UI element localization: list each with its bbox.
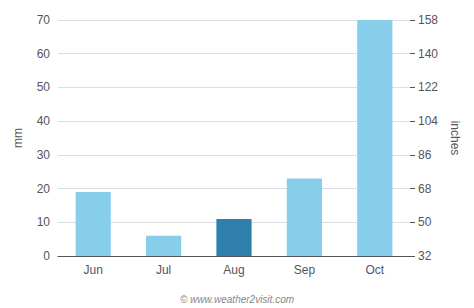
- svg-text:© www.weather2visit.com: © www.weather2visit.com: [180, 294, 294, 305]
- svg-text:30: 30: [37, 148, 51, 162]
- svg-text:70: 70: [37, 13, 51, 27]
- svg-text:60: 60: [37, 47, 51, 61]
- svg-text:122: 122: [418, 80, 438, 94]
- svg-text:50: 50: [37, 80, 51, 94]
- svg-text:mm: mm: [11, 128, 25, 148]
- svg-text:10: 10: [37, 215, 51, 229]
- svg-text:104: 104: [418, 114, 438, 128]
- svg-text:Oct: Oct: [365, 263, 384, 277]
- svg-text:86: 86: [418, 148, 432, 162]
- svg-text:50: 50: [418, 215, 432, 229]
- svg-text:158: 158: [418, 13, 438, 27]
- svg-text:inches: inches: [448, 121, 462, 156]
- svg-text:140: 140: [418, 47, 438, 61]
- svg-text:0: 0: [43, 249, 50, 263]
- svg-text:Jul: Jul: [156, 263, 171, 277]
- svg-text:Sep: Sep: [294, 263, 316, 277]
- svg-text:32: 32: [418, 249, 432, 263]
- svg-text:40: 40: [37, 114, 51, 128]
- svg-text:Aug: Aug: [223, 263, 244, 277]
- svg-text:20: 20: [37, 182, 51, 196]
- svg-text:Jun: Jun: [84, 263, 103, 277]
- svg-text:68: 68: [418, 182, 432, 196]
